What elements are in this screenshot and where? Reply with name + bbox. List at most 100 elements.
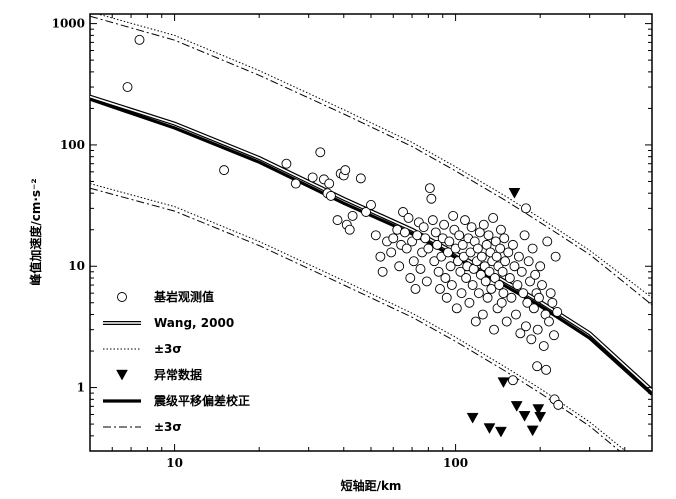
data-point-circle bbox=[501, 316, 512, 327]
data-point-circle bbox=[444, 236, 455, 247]
data-point-circle bbox=[410, 283, 421, 294]
data-point-circle bbox=[488, 213, 499, 223]
data-point-circle bbox=[426, 193, 437, 204]
data-point-circle bbox=[455, 266, 466, 277]
data-point-circle bbox=[538, 341, 549, 351]
data-point-circle bbox=[430, 227, 441, 238]
x-axis-title: 短轴距/km bbox=[341, 478, 402, 493]
data-point-circle bbox=[509, 261, 520, 272]
data-point-circle bbox=[496, 297, 507, 308]
data-point-circle bbox=[470, 316, 481, 327]
data-point-circle bbox=[324, 178, 335, 189]
data-point-circle bbox=[491, 251, 502, 262]
data-point-circle bbox=[440, 273, 451, 283]
series-line-2 bbox=[96, 14, 652, 299]
data-point-circle bbox=[423, 243, 434, 254]
legend-label: Wang, 2000 bbox=[154, 316, 234, 330]
data-point-circle bbox=[448, 210, 459, 221]
data-point-circle bbox=[454, 230, 465, 241]
data-point-circle bbox=[503, 247, 514, 258]
data-point-circle bbox=[478, 219, 489, 230]
data-point-circle bbox=[512, 280, 523, 290]
data-point-circle bbox=[467, 280, 478, 290]
data-point-circle bbox=[507, 239, 518, 250]
data-point-circle bbox=[489, 273, 500, 283]
data-point-circle bbox=[530, 269, 541, 280]
x-tick-label: 100 bbox=[443, 456, 468, 470]
data-point-circle bbox=[521, 321, 531, 332]
data-point-circle bbox=[307, 172, 318, 183]
data-point-circle bbox=[522, 297, 533, 308]
data-point-circle bbox=[332, 215, 343, 226]
legend-label: 基岩观测值 bbox=[153, 289, 214, 304]
legend-item: ±3σ bbox=[103, 342, 182, 356]
data-point-circle bbox=[482, 292, 493, 303]
data-point-circle bbox=[521, 203, 531, 214]
data-point-circle bbox=[495, 224, 506, 235]
data-point-circle bbox=[418, 222, 429, 233]
data-point-circle bbox=[445, 261, 456, 272]
data-point-circle bbox=[507, 375, 518, 386]
data-point-circle bbox=[340, 165, 351, 176]
data-point-circle bbox=[544, 316, 554, 327]
legend-label: 异常数据 bbox=[154, 367, 202, 382]
data-point-circle bbox=[518, 288, 529, 299]
data-point-circle bbox=[535, 261, 546, 272]
data-point-circle bbox=[547, 297, 558, 308]
data-point-circle bbox=[355, 173, 366, 184]
legend-label: ±3σ bbox=[154, 420, 182, 434]
legend-symbol-circle bbox=[117, 292, 127, 302]
data-point-circle bbox=[388, 233, 399, 244]
data-point-circle bbox=[545, 288, 556, 299]
data-point-triangle bbox=[508, 188, 521, 199]
data-point-circle bbox=[394, 261, 405, 272]
data-point-circle bbox=[424, 183, 435, 194]
data-point-circle bbox=[134, 34, 145, 45]
legend-item: Wang, 2000 bbox=[103, 316, 234, 330]
data-point-circle bbox=[386, 247, 397, 258]
data-point-circle bbox=[526, 334, 537, 345]
data-point-circle bbox=[457, 239, 468, 250]
data-point-circle bbox=[516, 266, 527, 277]
data-point-circle bbox=[513, 251, 524, 262]
data-point-circle bbox=[427, 215, 438, 226]
data-point-circle bbox=[460, 215, 470, 226]
data-point-circle bbox=[553, 399, 564, 410]
legend-label: 震级平移偏差校正 bbox=[154, 393, 250, 408]
data-point-circle bbox=[443, 247, 453, 258]
data-point-circle bbox=[483, 230, 494, 241]
data-point-triangle bbox=[534, 411, 547, 423]
data-point-circle bbox=[497, 266, 508, 277]
data-point-circle bbox=[511, 309, 521, 320]
data-point-circle bbox=[433, 266, 444, 277]
data-point-circle bbox=[408, 256, 419, 267]
x-tick-label: 10 bbox=[166, 456, 183, 470]
data-point-circle bbox=[475, 269, 486, 280]
data-point-circle bbox=[420, 233, 431, 244]
data-point-circle bbox=[366, 200, 376, 210]
series-line-7 bbox=[90, 187, 621, 451]
data-point-circle bbox=[495, 243, 506, 254]
data-point-circle bbox=[361, 207, 371, 217]
data-point-circle bbox=[523, 256, 534, 267]
plot-frame bbox=[89, 13, 653, 452]
data-point-circle bbox=[435, 283, 445, 294]
data-point-triangle bbox=[510, 401, 523, 412]
data-point-circle bbox=[484, 266, 495, 277]
data-point-circle bbox=[506, 292, 517, 303]
data-point-circle bbox=[325, 190, 336, 201]
data-point-circle bbox=[401, 243, 412, 254]
data-point-circle bbox=[375, 251, 386, 262]
data-point-circle bbox=[429, 256, 440, 267]
data-point-circle bbox=[399, 227, 410, 238]
data-point-circle bbox=[403, 213, 414, 223]
data-point-circle bbox=[489, 324, 499, 335]
y-tick-label: 10 bbox=[68, 259, 85, 273]
data-point-circle bbox=[290, 178, 301, 189]
data-point-circle bbox=[377, 266, 388, 277]
data-point-circle bbox=[405, 273, 416, 283]
data-point-circle bbox=[515, 328, 526, 339]
data-point-circle bbox=[347, 210, 358, 221]
data-point-circle bbox=[504, 273, 515, 283]
